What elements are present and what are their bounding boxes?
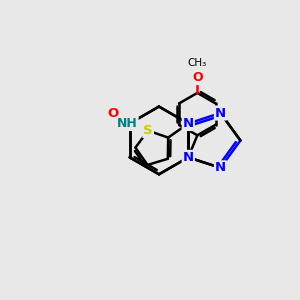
Text: NH: NH	[117, 117, 138, 130]
Text: O: O	[192, 71, 203, 84]
Text: S: S	[143, 124, 153, 137]
Text: N: N	[215, 161, 226, 174]
Text: N: N	[215, 106, 226, 119]
Text: N: N	[183, 117, 194, 130]
Text: CH₃: CH₃	[188, 58, 207, 68]
Text: O: O	[107, 107, 119, 120]
Text: N: N	[183, 151, 194, 164]
